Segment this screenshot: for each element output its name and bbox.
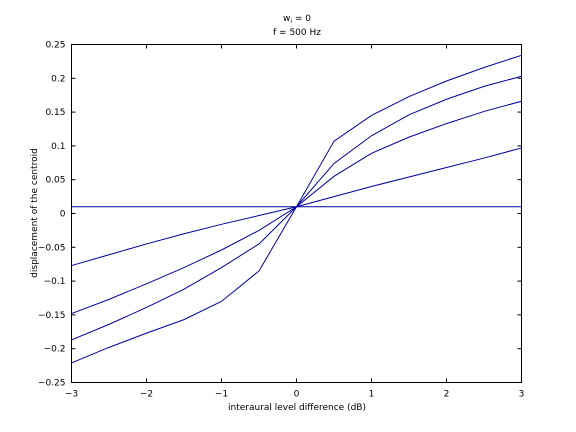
y-tick-label: 0	[60, 210, 66, 220]
series-line-5	[71, 54, 522, 364]
plot-area: −3 −2 −1 0 1 2 3 −0.25 −0.2 −0.15 −0.1 −0.05 0 0.05 0…	[38, 41, 524, 400]
y-tick-label: −0.05	[38, 243, 66, 253]
x-axis-label: interaural level difference (dB)	[228, 403, 366, 413]
y-tick-label: −0.15	[38, 311, 66, 321]
y-tick-label: 0.05	[45, 176, 65, 186]
y-tick-label: −0.1	[44, 277, 66, 287]
x-tick-label: −3	[65, 390, 78, 400]
y-tick-label: 0.2	[51, 74, 65, 84]
x-tick-label: 1	[369, 390, 375, 400]
x-tick-label: −2	[140, 390, 153, 400]
y-tick-label: 0.15	[45, 108, 65, 118]
x-tick-label: 3	[519, 390, 525, 400]
y-tick-label: 0.1	[51, 142, 65, 152]
x-ticks: −3 −2 −1 0 1 2 3	[65, 44, 525, 400]
chart-title-line1: wi = 0	[283, 14, 311, 25]
x-tick-label: 0	[294, 390, 300, 400]
y-axis-label: displacement of the centroid	[30, 148, 40, 278]
y-tick-label: 0.25	[45, 41, 65, 51]
chart-title-line2: f = 500 Hz	[273, 28, 321, 38]
y-ticks: −0.25 −0.2 −0.15 −0.1 −0.05 0 0.05 0.1 0.15 0.2 0.…	[38, 41, 522, 389]
series-group	[71, 54, 522, 364]
x-tick-label: −1	[215, 390, 228, 400]
y-tick-label: −0.25	[38, 379, 66, 389]
y-tick-label: −0.2	[44, 345, 66, 355]
x-tick-label: 2	[444, 390, 450, 400]
